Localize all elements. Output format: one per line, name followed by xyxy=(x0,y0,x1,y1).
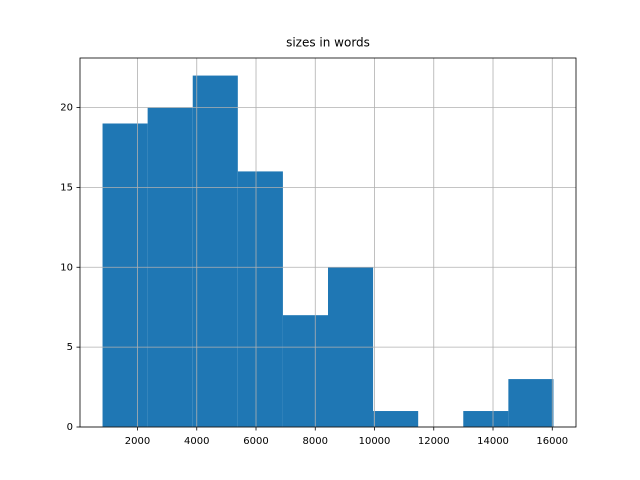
x-tick-label: 8000 xyxy=(303,436,328,447)
bar xyxy=(102,123,148,428)
x-tick-label: 14000 xyxy=(477,436,509,447)
y-tick-label: 10 xyxy=(60,262,73,273)
bar xyxy=(508,379,554,427)
bar xyxy=(373,411,419,427)
bar xyxy=(463,411,509,427)
x-tick-label: 10000 xyxy=(359,436,391,447)
y-tick-label: 15 xyxy=(60,182,73,193)
x-tick-label: 16000 xyxy=(536,436,568,447)
axes-frame xyxy=(79,57,577,428)
chart-title: sizes in words xyxy=(286,36,370,50)
y-tick-label: 5 xyxy=(67,342,73,353)
bar xyxy=(192,75,238,428)
x-tick-label: 6000 xyxy=(243,436,268,447)
bar xyxy=(237,171,283,427)
x-tick-label: 2000 xyxy=(125,436,150,447)
x-tick-label: 12000 xyxy=(418,436,450,447)
x-tick-label: 4000 xyxy=(184,436,209,447)
bar xyxy=(282,315,328,427)
y-tick-label: 20 xyxy=(60,103,73,114)
y-tick-label: 0 xyxy=(67,422,73,433)
